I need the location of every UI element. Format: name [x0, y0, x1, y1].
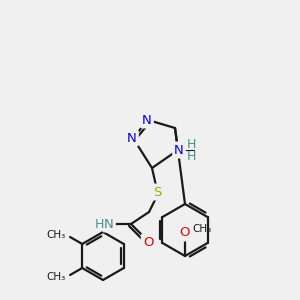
Text: S: S — [153, 185, 161, 199]
Text: N: N — [174, 143, 184, 157]
Text: O: O — [180, 226, 190, 239]
Text: N: N — [127, 131, 137, 145]
Text: O: O — [143, 236, 153, 248]
Text: N: N — [142, 113, 152, 127]
Text: N: N — [104, 218, 114, 230]
Text: H: H — [94, 218, 104, 232]
Text: H: H — [186, 149, 196, 163]
Text: CH₃: CH₃ — [192, 224, 211, 234]
Text: H: H — [186, 139, 196, 152]
Text: CH₃: CH₃ — [47, 230, 66, 240]
Text: CH₃: CH₃ — [47, 272, 66, 282]
